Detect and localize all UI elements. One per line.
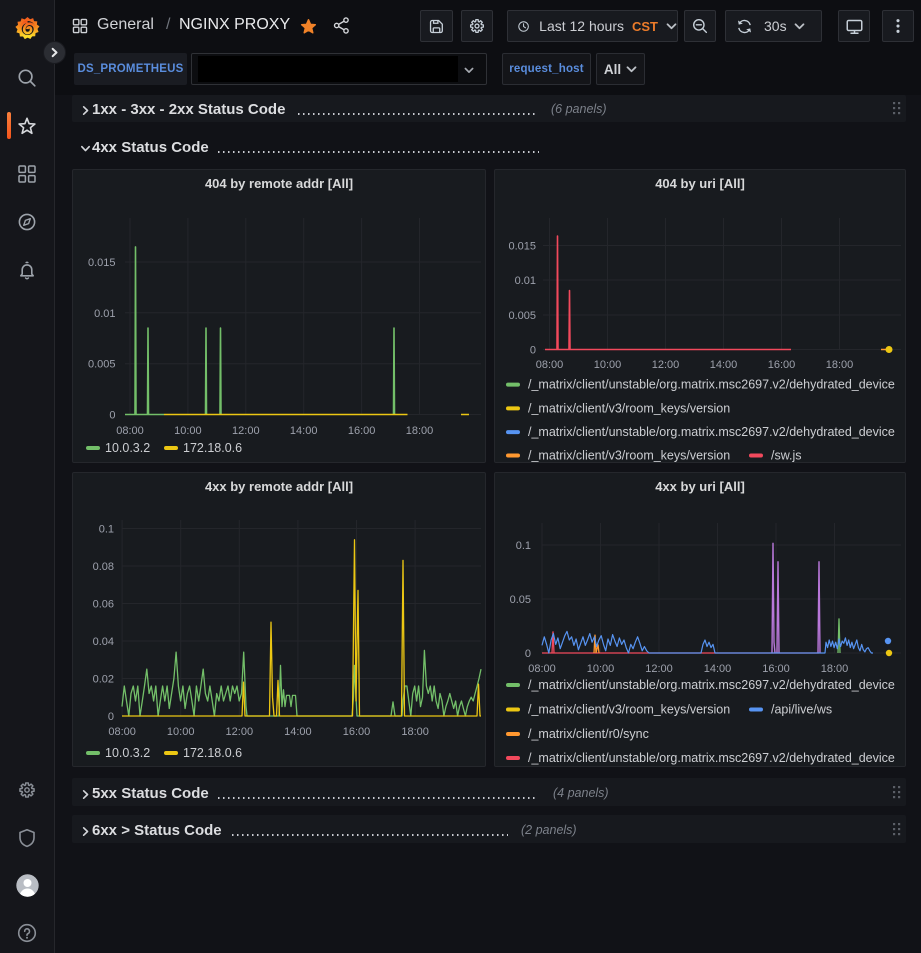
- svg-text:18:00: 18:00: [821, 663, 849, 675]
- svg-text:16:00: 16:00: [768, 359, 796, 371]
- svg-text:10:00: 10:00: [594, 359, 622, 371]
- svg-text:18:00: 18:00: [826, 359, 854, 371]
- svg-text:10:00: 10:00: [174, 425, 202, 437]
- svg-text:/_matrix/client/unstable/org.m: /_matrix/client/unstable/org.matrix.msc2…: [528, 425, 895, 439]
- svg-text:/_matrix/client/v3/room_keys/v: /_matrix/client/v3/room_keys/version: [528, 449, 730, 463]
- svg-text:18:00: 18:00: [406, 425, 434, 437]
- svg-text:16:00: 16:00: [348, 425, 376, 437]
- svg-text:12:00: 12:00: [652, 359, 680, 371]
- svg-text:08:00: 08:00: [536, 359, 564, 371]
- svg-text:0.1: 0.1: [99, 524, 114, 536]
- svg-text:12:00: 12:00: [226, 726, 254, 738]
- svg-text:18:00: 18:00: [401, 726, 429, 738]
- svg-text:0.015: 0.015: [88, 257, 116, 269]
- svg-text:12:00: 12:00: [232, 425, 260, 437]
- svg-text:10.0.3.2: 10.0.3.2: [105, 746, 150, 760]
- svg-text:0.005: 0.005: [88, 359, 116, 371]
- svg-text:0: 0: [108, 711, 114, 723]
- svg-text:/_matrix/client/unstable/org.m: /_matrix/client/unstable/org.matrix.msc2…: [528, 751, 895, 765]
- svg-text:/_matrix/client/r0/sync: /_matrix/client/r0/sync: [528, 727, 649, 741]
- svg-text:0.005: 0.005: [508, 310, 536, 322]
- svg-text:08:00: 08:00: [116, 425, 144, 437]
- svg-text:14:00: 14:00: [284, 726, 312, 738]
- svg-text:/_matrix/client/v3/room_keys/v: /_matrix/client/v3/room_keys/version: [528, 401, 730, 415]
- svg-text:0.1: 0.1: [516, 540, 531, 552]
- svg-text:08:00: 08:00: [528, 663, 556, 675]
- svg-text:10:00: 10:00: [167, 726, 195, 738]
- svg-text:08:00: 08:00: [108, 726, 136, 738]
- svg-text:0.01: 0.01: [515, 275, 536, 287]
- svg-text:0.04: 0.04: [93, 636, 114, 648]
- svg-text:/_matrix/client/unstable/org.m: /_matrix/client/unstable/org.matrix.msc2…: [528, 378, 895, 392]
- svg-text:/sw.js: /sw.js: [771, 449, 802, 463]
- svg-text:172.18.0.6: 172.18.0.6: [183, 441, 242, 455]
- svg-text:0.015: 0.015: [508, 241, 536, 253]
- svg-text:172.18.0.6: 172.18.0.6: [183, 746, 242, 760]
- svg-text:14:00: 14:00: [710, 359, 738, 371]
- svg-text:/_matrix/client/v3/room_keys/v: /_matrix/client/v3/room_keys/version: [528, 703, 730, 717]
- svg-text:0.06: 0.06: [93, 599, 114, 611]
- svg-text:14:00: 14:00: [704, 663, 732, 675]
- svg-text:0.08: 0.08: [93, 561, 114, 573]
- svg-text:14:00: 14:00: [290, 425, 318, 437]
- svg-text:0: 0: [530, 345, 536, 357]
- svg-text:16:00: 16:00: [762, 663, 790, 675]
- svg-text:0.02: 0.02: [93, 674, 114, 686]
- svg-text:10.0.3.2: 10.0.3.2: [105, 441, 150, 455]
- svg-text:/api/live/ws: /api/live/ws: [771, 703, 832, 717]
- svg-text:/_matrix/client/unstable/org.m: /_matrix/client/unstable/org.matrix.msc2…: [528, 678, 895, 692]
- svg-text:0: 0: [109, 410, 115, 422]
- svg-text:0: 0: [525, 648, 531, 660]
- svg-text:0.01: 0.01: [94, 308, 115, 320]
- svg-text:16:00: 16:00: [343, 726, 371, 738]
- svg-text:12:00: 12:00: [645, 663, 673, 675]
- svg-text:10:00: 10:00: [587, 663, 615, 675]
- svg-text:0.05: 0.05: [510, 594, 531, 606]
